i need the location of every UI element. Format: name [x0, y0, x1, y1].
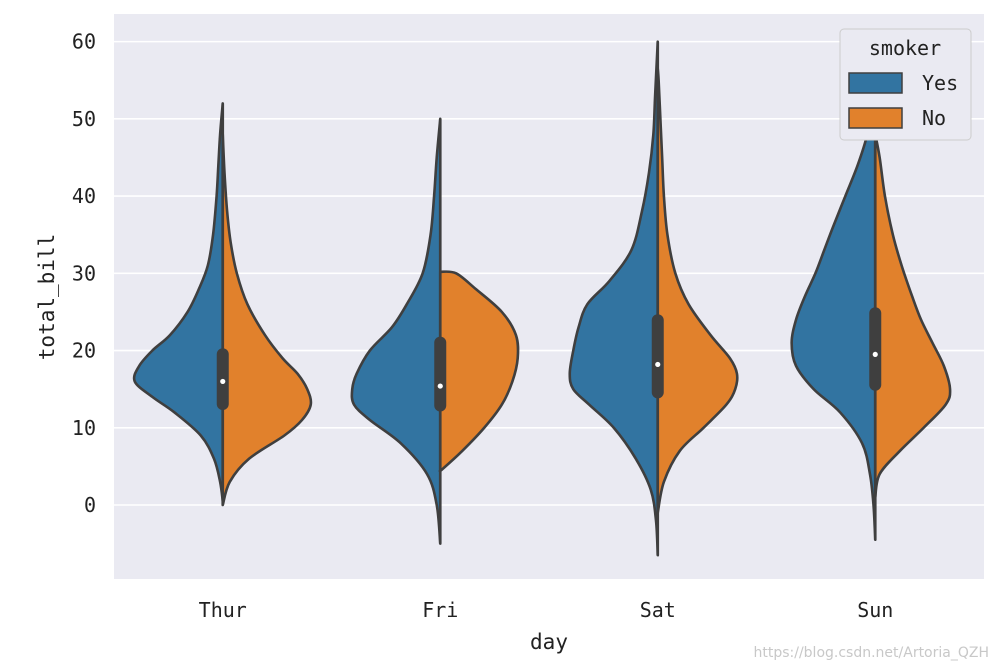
violin-thur-yes: [132, 102, 225, 503]
x-tick-label-sat: Sat: [640, 598, 676, 622]
iqr-box-fri: [434, 336, 447, 412]
y-tick-label-30: 30: [72, 261, 96, 285]
x-tick-label-thur: Thur: [199, 598, 247, 622]
violin-thur-no: [221, 133, 313, 507]
median-dot-fri: [437, 383, 443, 389]
legend-title: smoker: [869, 36, 941, 60]
iqr-box-sat: [651, 314, 664, 399]
inner-boxes: [216, 41, 882, 556]
legend: smoker Yes No: [839, 28, 972, 141]
y-tick-label-50: 50: [72, 107, 96, 131]
violin-fri-no: [438, 270, 520, 473]
median-dot-sat: [655, 361, 661, 368]
y-tick-labels: 0 10 20 30 40 50 60: [72, 30, 96, 517]
violin-sun-no: [873, 133, 952, 499]
violin-fri-yes: [350, 117, 442, 545]
x-tick-label-fri: Fri: [422, 598, 458, 622]
legend-label-no: No: [922, 106, 946, 130]
violin-sat-no: [656, 67, 739, 515]
y-tick-label-60: 60: [72, 30, 96, 54]
iqr-box-sun: [869, 307, 882, 391]
median-dot-sun: [872, 351, 878, 358]
legend-swatch-yes: [848, 72, 903, 94]
violin-sat-yes: [568, 40, 660, 557]
x-tick-labels: Thur Fri Sat Sun: [199, 598, 894, 622]
watermark-text: https://blog.csdn.net/Artoria_QZH: [753, 645, 989, 661]
y-axis-label: total_bill: [35, 234, 59, 360]
median-dot-thur: [220, 378, 226, 385]
y-tick-label-20: 20: [72, 339, 96, 363]
x-tick-label-sun: Sun: [857, 598, 893, 622]
violin-sun-yes: [790, 67, 877, 542]
legend-swatch-no: [848, 107, 903, 129]
y-tick-label-0: 0: [84, 493, 96, 517]
y-tick-label-10: 10: [72, 416, 96, 440]
x-axis-label: day: [530, 630, 568, 654]
legend-label-yes: Yes: [922, 71, 958, 95]
y-tick-label-40: 40: [72, 184, 96, 208]
violins: [132, 40, 952, 557]
